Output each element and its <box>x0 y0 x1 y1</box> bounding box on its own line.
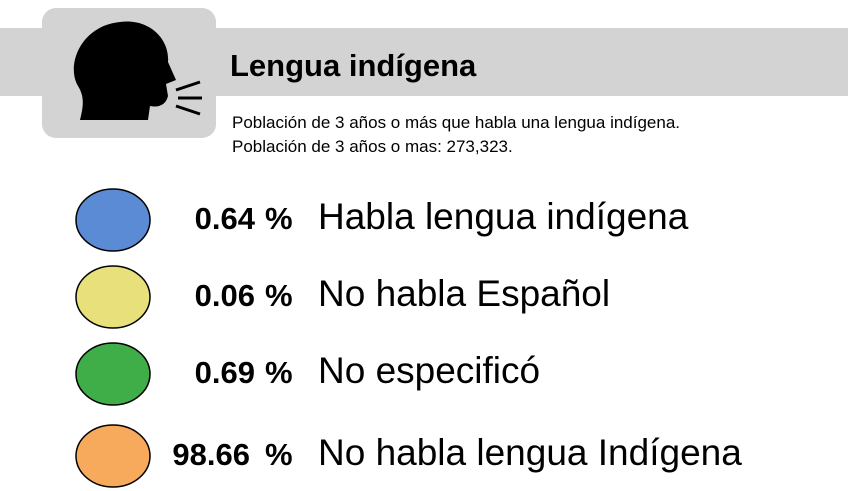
title: Lengua indígena <box>230 48 477 83</box>
head-icon <box>73 21 176 120</box>
item-value: 0.64 <box>194 201 255 237</box>
item-unit: % <box>265 437 293 473</box>
legend-circle <box>75 265 151 329</box>
legend-circle <box>75 188 151 252</box>
legend-circle <box>75 424 151 488</box>
subtitle: Población de 3 años o mas: 273,323. <box>232 137 513 156</box>
item-label: No habla Español <box>318 272 611 314</box>
item-label: No habla lengua Indígena <box>318 431 742 473</box>
item-unit: % <box>265 355 293 391</box>
legend-circle <box>75 342 151 406</box>
item-value: 0.06 <box>194 278 255 314</box>
item-label: No especificó <box>318 349 541 391</box>
speech-lines <box>175 80 202 116</box>
item-label: Habla lengua indígena <box>318 195 689 237</box>
item-unit: % <box>265 278 293 314</box>
item-unit: % <box>265 201 293 237</box>
item-value: 0.69 <box>194 355 255 391</box>
subtitle: Población de 3 años o más que habla una … <box>232 113 681 132</box>
item-value: 98.66 <box>172 437 250 473</box>
